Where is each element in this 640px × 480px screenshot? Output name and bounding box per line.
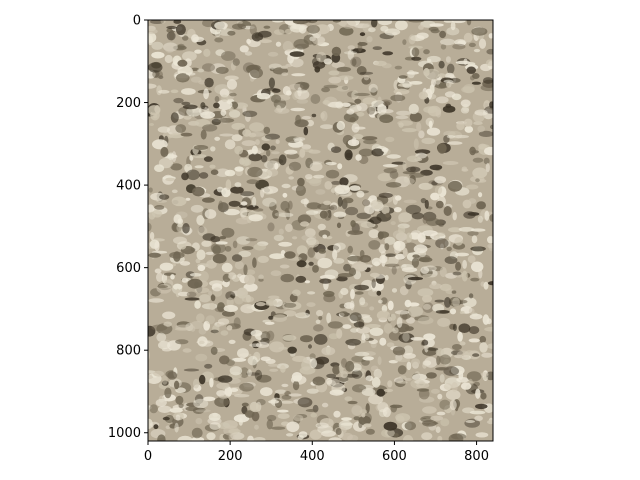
y-tick-label: 1000 <box>108 426 141 441</box>
y-tick-label: 200 <box>116 96 141 111</box>
y-tick-label: 800 <box>116 344 141 359</box>
photo-image <box>148 20 493 441</box>
axes-frame <box>147 19 494 442</box>
x-tick-label: 800 <box>464 449 489 464</box>
x-tick-label: 400 <box>300 449 325 464</box>
y-tick-label: 400 <box>116 179 141 194</box>
x-tick-label: 0 <box>144 449 152 464</box>
x-axis: 0 200 400 600 800 <box>144 441 489 464</box>
y-tick-label: 600 <box>116 261 141 276</box>
x-tick-label: 600 <box>382 449 407 464</box>
y-tick-label: 0 <box>133 14 141 29</box>
y-axis: 0 200 400 600 800 1000 <box>108 14 148 441</box>
x-tick-label: 200 <box>218 449 243 464</box>
